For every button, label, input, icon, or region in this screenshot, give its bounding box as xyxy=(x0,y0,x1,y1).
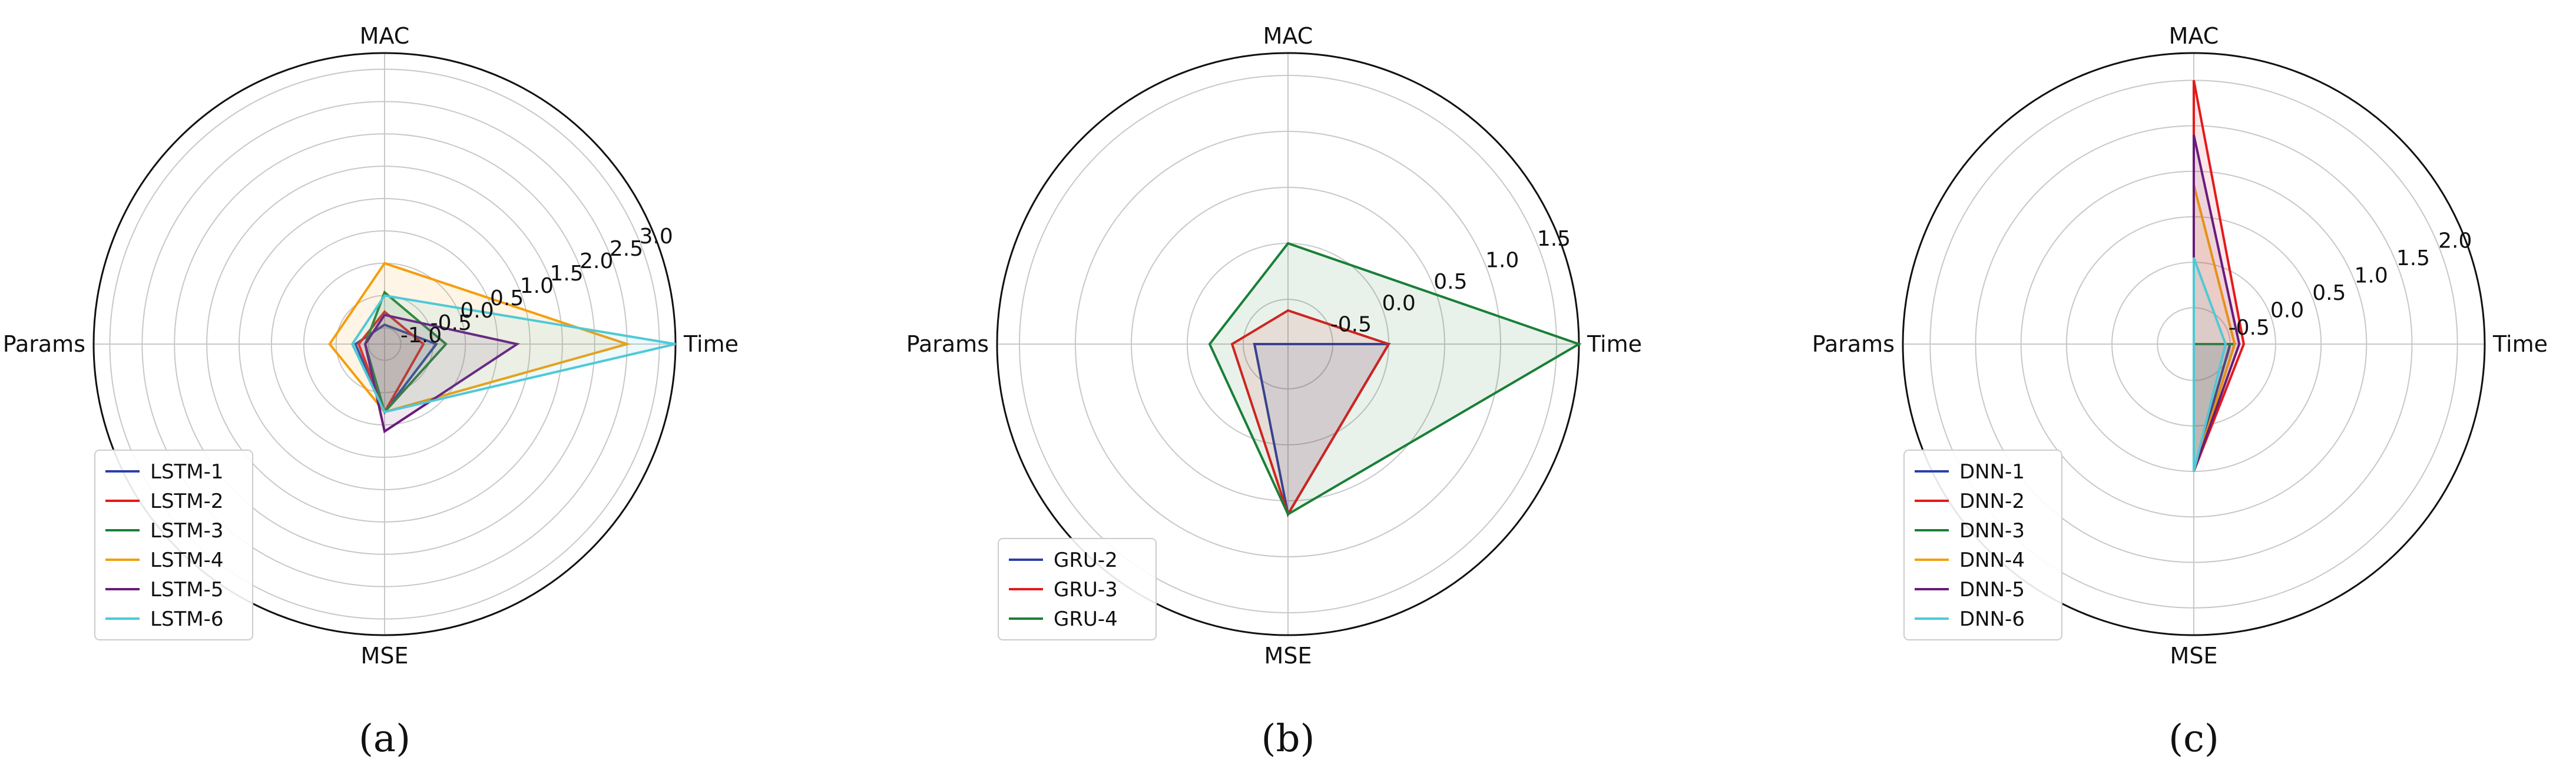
radial-tick-label: 1.5 xyxy=(2396,246,2430,270)
axis-label-params: Params xyxy=(906,331,989,357)
radial-tick-label: 0.5 xyxy=(490,286,524,310)
radial-tick-label: 0.0 xyxy=(1382,291,1416,315)
axis-label-time: Time xyxy=(1587,331,1642,357)
radial-tick-label: 0.5 xyxy=(2312,281,2346,305)
axis-label-params: Params xyxy=(3,331,85,357)
radial-tick-label: -0.5 xyxy=(431,311,472,335)
axis-label-mse: MSE xyxy=(1264,643,1312,669)
outer-frame xyxy=(1902,52,2486,636)
legend-box xyxy=(998,538,1157,640)
legend-entry-label: DNN-4 xyxy=(1959,549,2025,572)
axis-label-mac: MAC xyxy=(360,23,410,49)
radial-tick-label: -1.0 xyxy=(400,323,442,348)
radar-chart-1: -1.0-0.50.00.51.01.52.02.53.0 MAC Params MS… xyxy=(3,23,739,761)
legend-box xyxy=(94,450,253,640)
radial-tick-label: 1.5 xyxy=(549,262,583,286)
radar-chart-3: -0.50.0 0.5 1.0 1.5 2.0 MAC Params MSE Time DNN-1… xyxy=(1812,23,2548,761)
series-polygon-LSTM-5 xyxy=(363,313,521,434)
series-polygon-LSTM-6 xyxy=(350,294,676,414)
legend-entry-label: DNN-2 xyxy=(1959,490,2025,513)
legend-entry-label: LSTM-2 xyxy=(150,490,224,513)
legend-box xyxy=(1903,450,2062,640)
panel-label: (c) xyxy=(2168,717,2219,761)
radial-tick-label: 1.0 xyxy=(2355,263,2388,288)
radial-tick-label: -0.5 xyxy=(2229,316,2270,340)
legend: LSTM-1 LSTM-2 LSTM-3 LSTM-4 LSTM-5 LSTM-6 xyxy=(94,450,253,640)
legend-entry-label: GRU-3 xyxy=(1054,578,1118,602)
axis-label-mac: MAC xyxy=(2169,23,2219,49)
radial-tick-label: 1.5 xyxy=(1537,227,1571,251)
radial-tick-label: 1.0 xyxy=(520,274,554,298)
axis-label-params: Params xyxy=(1812,331,1895,357)
axis-label-mac: MAC xyxy=(1263,23,1313,49)
legend-entry-label: DNN-5 xyxy=(1959,578,2025,602)
legend: DNN-1 DNN-2 DNN-3 DNN-4 DNN-5 DNN-6 xyxy=(1903,450,2062,640)
legend-entry-label: GRU-4 xyxy=(1054,607,1118,631)
legend-entry-label: LSTM-3 xyxy=(150,519,224,543)
radar-chart-2: -0.50.00.51.01.5MACParamsMSETimeGRU-2GRU… xyxy=(906,23,1642,761)
axis-label-mse: MSE xyxy=(2170,643,2218,669)
legend-entry-label: DNN-1 xyxy=(1959,460,2025,484)
radial-tick-label: 1.0 xyxy=(1485,249,1519,273)
axis-label-time: Time xyxy=(2492,331,2548,357)
axis-label-mse: MSE xyxy=(361,643,409,669)
radial-tick-label: 2.5 xyxy=(610,237,643,261)
legend-entry-label: LSTM-4 xyxy=(150,549,224,572)
radial-tick-label: 2.0 xyxy=(580,249,613,273)
radial-tick-label: -0.5 xyxy=(1330,313,1372,337)
radial-tick-label: 3.0 xyxy=(640,224,673,249)
legend-entry-label: GRU-2 xyxy=(1054,549,1118,572)
radial-tick-label: 0.5 xyxy=(1433,270,1467,294)
panel-label: (b) xyxy=(1261,717,1315,761)
legend-entry-label: LSTM-6 xyxy=(150,607,224,631)
radial-tick-label: 0.0 xyxy=(460,299,494,323)
panel-label: (a) xyxy=(359,717,410,761)
legend-entry-label: LSTM-1 xyxy=(150,460,224,484)
legend-entry-label: DNN-6 xyxy=(1959,607,2025,631)
axis-label-time: Time xyxy=(683,331,739,357)
legend: GRU-2 GRU-3 GRU-4 xyxy=(998,538,1157,640)
legend-entry-label: LSTM-5 xyxy=(150,578,224,602)
radial-tick-label: 0.0 xyxy=(2270,299,2304,323)
legend-entry-label: DNN-3 xyxy=(1959,519,2025,543)
radial-tick-label: 2.0 xyxy=(2438,229,2472,253)
series-polygon-GRU-4 xyxy=(1208,242,1582,516)
series-polygon-DNN-6 xyxy=(2193,257,2227,472)
